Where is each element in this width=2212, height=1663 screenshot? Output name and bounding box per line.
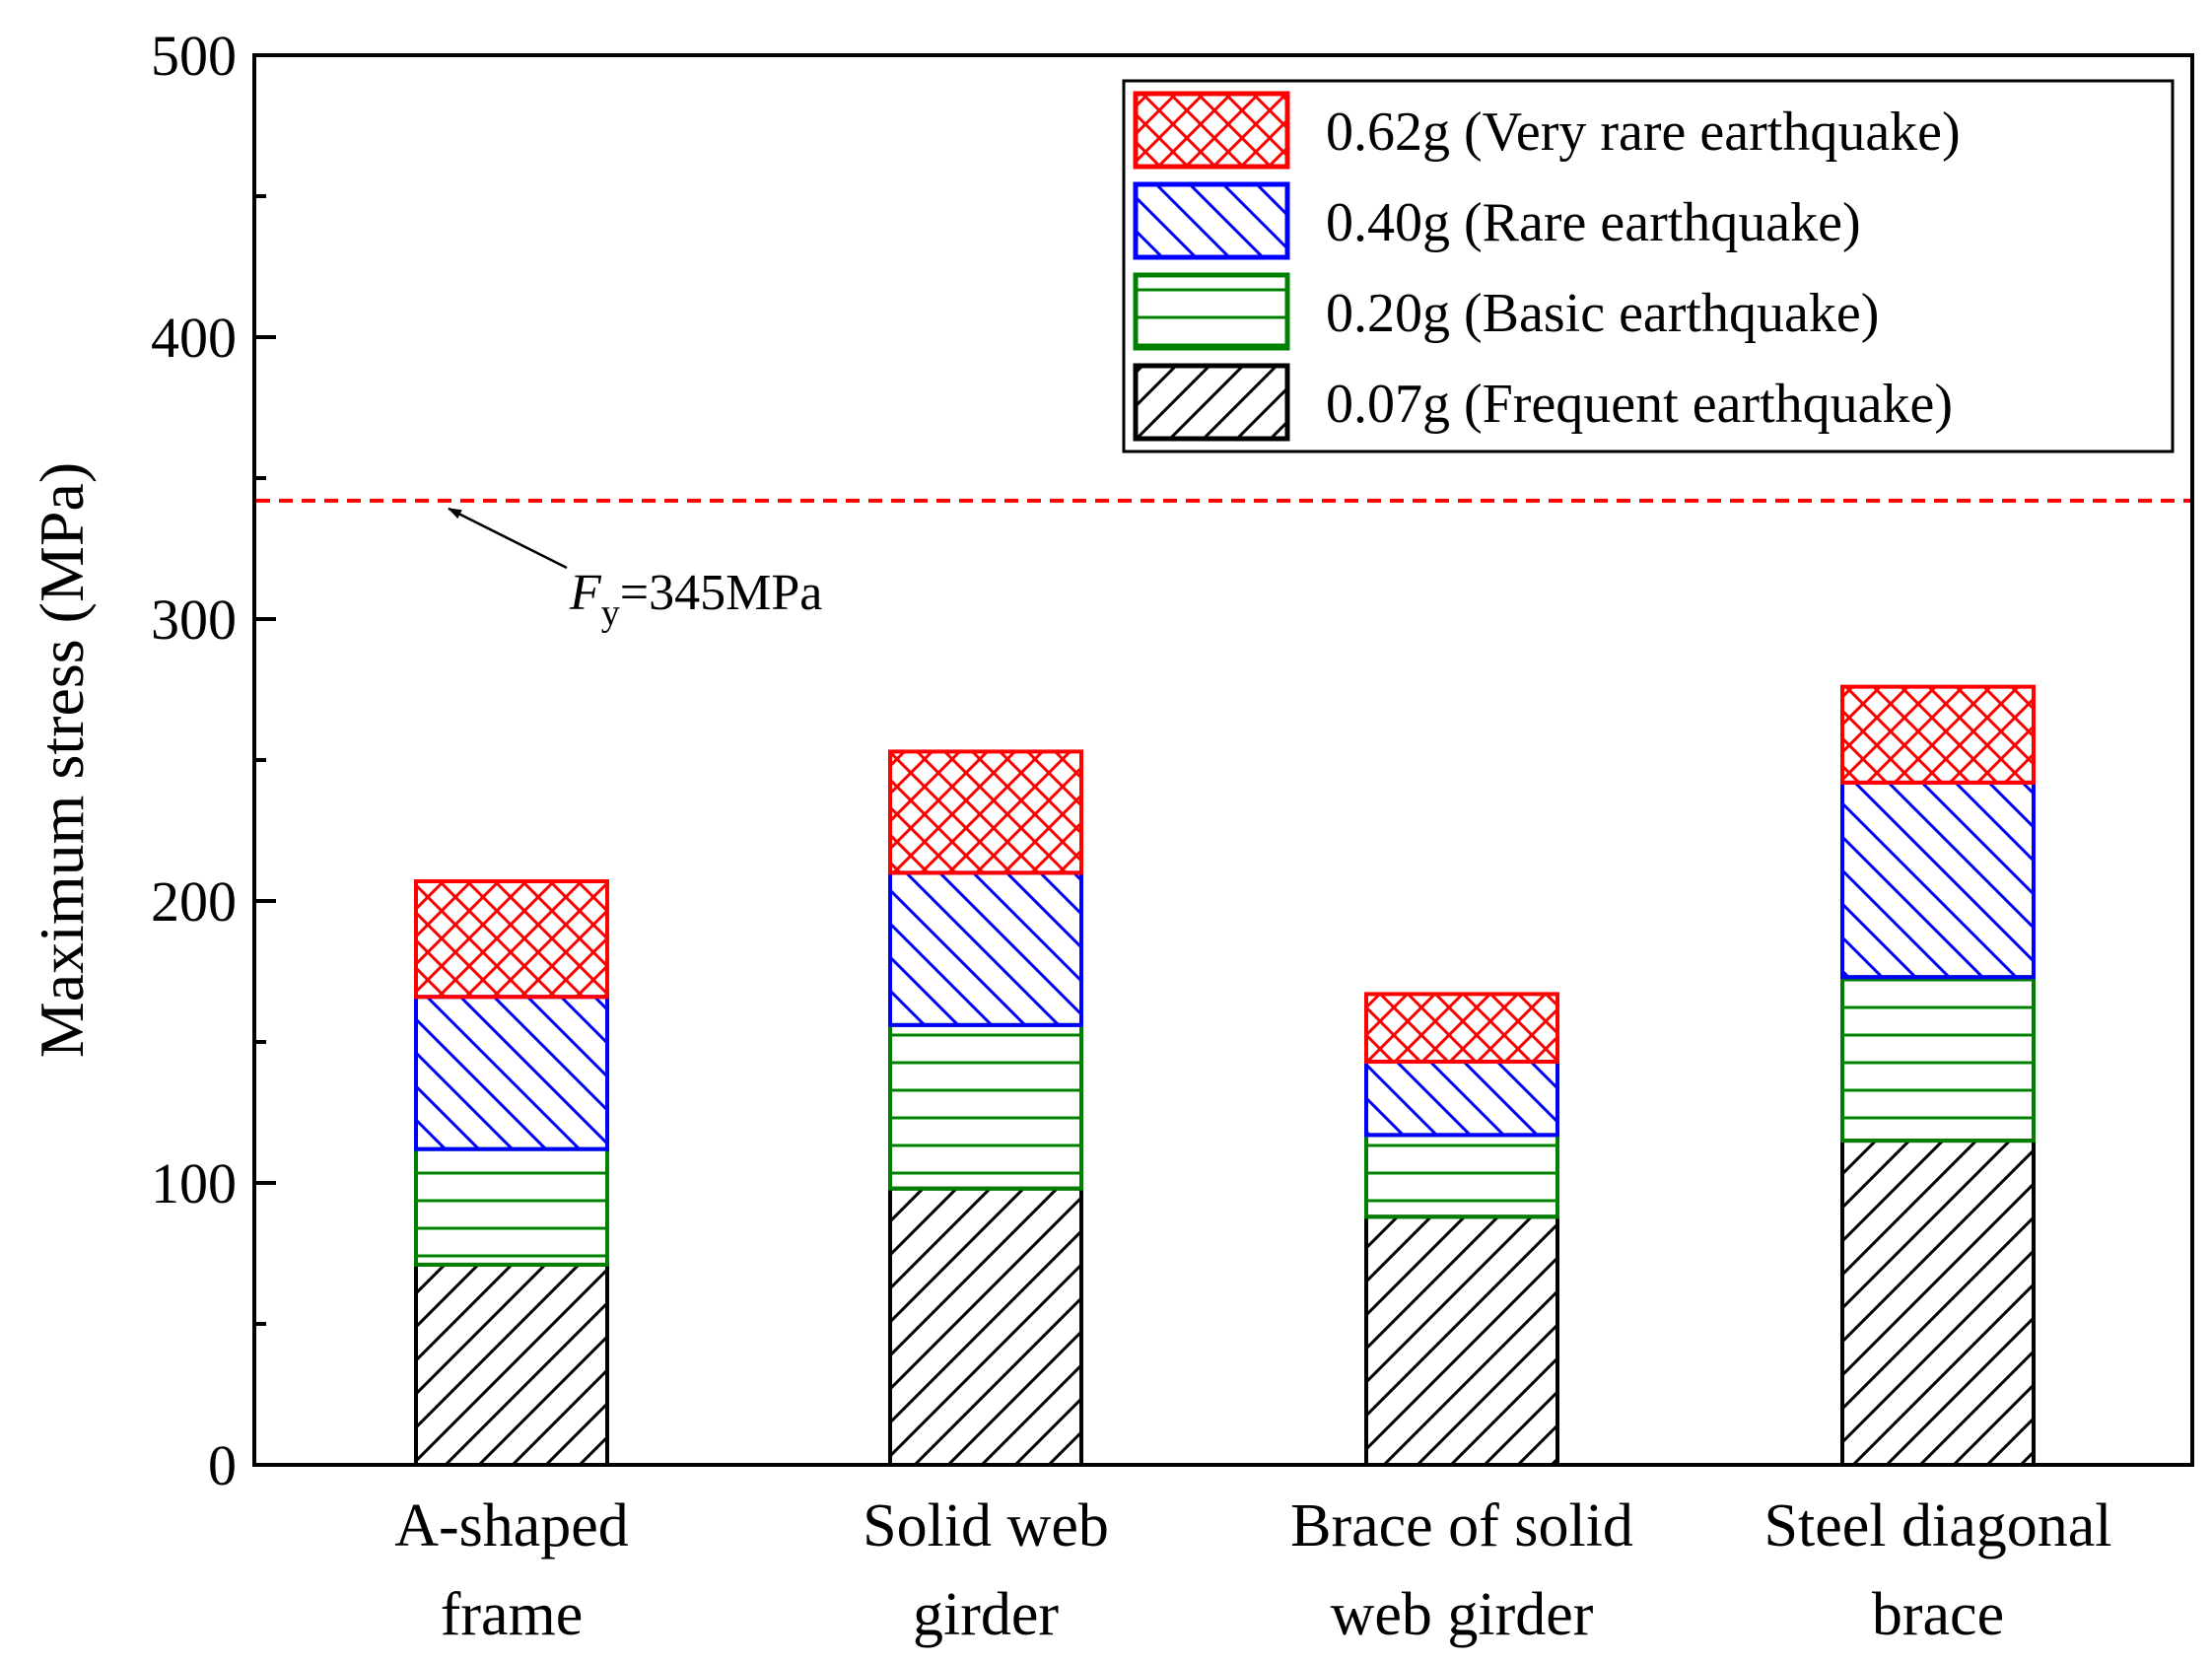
bar-segment bbox=[414, 878, 609, 1000]
legend-items: 0.62g (Very rare earthquake) 0.40g (Rare … bbox=[1133, 91, 1961, 442]
y-tick-label: 100 bbox=[151, 1151, 237, 1215]
legend-label: 0.07g (Frequent earthquake) bbox=[1326, 374, 1953, 435]
y-tick-label: 300 bbox=[151, 588, 237, 652]
legend-swatch bbox=[1133, 181, 1290, 260]
legend-box bbox=[1122, 79, 2175, 453]
bar-segment bbox=[414, 1146, 609, 1267]
legend-label: 0.40g (Rare earthquake) bbox=[1326, 192, 1861, 253]
legend-swatch bbox=[1133, 91, 1290, 170]
reference-line-label: Fy=345MPa bbox=[569, 565, 822, 634]
bar-segment bbox=[1840, 1139, 2036, 1467]
reference-label-subscript: y bbox=[601, 592, 620, 634]
bar-segment bbox=[1840, 975, 2036, 1143]
reference-label-value: =345MPa bbox=[620, 565, 823, 621]
bar-segment bbox=[414, 1262, 609, 1467]
legend-swatch bbox=[1133, 272, 1290, 351]
bar-segment bbox=[888, 1186, 1083, 1467]
reference-line-arrow bbox=[448, 507, 568, 570]
y-tick-label: 200 bbox=[151, 869, 237, 934]
plot-area: 0 100 200 300 400 500 bbox=[151, 24, 2194, 1497]
y-tick-label: 0 bbox=[208, 1433, 237, 1497]
x-axis-labels: A-shaped frame Solid web girder Brace of sol… bbox=[394, 1492, 2111, 1648]
y-axis-title: Maximum stress (MPa) bbox=[27, 462, 97, 1058]
bar-segment bbox=[1840, 684, 2036, 785]
bar-segment bbox=[1364, 992, 1559, 1065]
x-category-label: Brace of solid bbox=[1290, 1492, 1633, 1559]
reference-line-annotation: Fy=345MPa bbox=[448, 507, 822, 634]
y-tick-label: 400 bbox=[151, 306, 237, 370]
y-tick-label: 500 bbox=[151, 24, 237, 88]
x-category-label: web girder bbox=[1331, 1581, 1594, 1648]
legend: 0.62g (Very rare earthquake) 0.40g (Rare … bbox=[1122, 79, 2175, 453]
bar-segment bbox=[414, 995, 609, 1151]
bar-segment bbox=[1364, 1060, 1559, 1138]
legend-swatch bbox=[1133, 363, 1290, 442]
legend-label: 0.62g (Very rare earthquake) bbox=[1326, 102, 1961, 163]
x-category-label: Solid web bbox=[863, 1492, 1109, 1559]
x-category-label: A-shaped bbox=[394, 1492, 629, 1559]
x-category-label: girder bbox=[913, 1581, 1059, 1648]
y-axis-ticks: 0 100 200 300 400 500 bbox=[151, 24, 276, 1497]
bar-segment bbox=[888, 749, 1083, 875]
bar-segment bbox=[1840, 780, 2036, 980]
x-category-label: Steel diagonal bbox=[1764, 1492, 2112, 1559]
reference-label-main: F bbox=[569, 565, 602, 621]
bar-segment bbox=[1364, 1214, 1559, 1467]
bar-segment bbox=[888, 1022, 1083, 1191]
x-category-label: brace bbox=[1872, 1581, 2004, 1648]
bars-layer bbox=[414, 684, 2036, 1467]
x-category-label: frame bbox=[441, 1581, 584, 1648]
bar-segment bbox=[888, 870, 1083, 1027]
bar-segment bbox=[1364, 1133, 1559, 1219]
legend-label: 0.20g (Basic earthquake) bbox=[1326, 283, 1879, 344]
